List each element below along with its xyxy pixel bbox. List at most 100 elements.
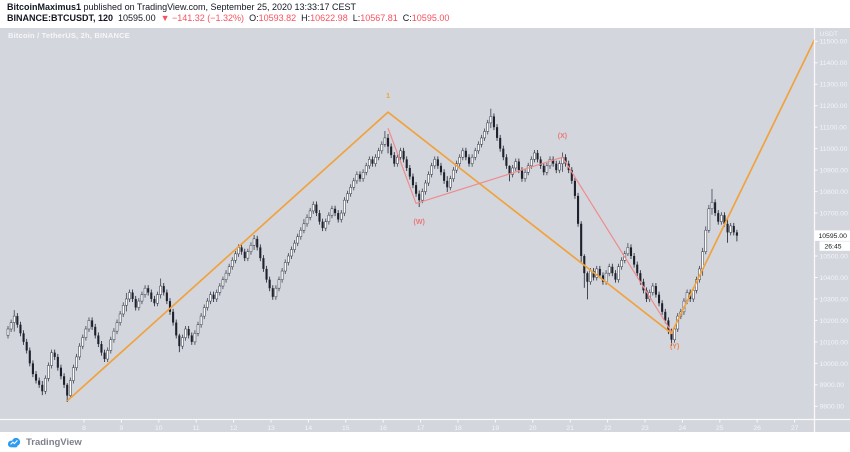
candle-body xyxy=(377,150,381,158)
candle-body xyxy=(489,116,493,124)
tradingview-logo-icon[interactable] xyxy=(7,437,22,448)
time-tick-label[interactable]: 23 xyxy=(641,425,649,432)
candle-body xyxy=(252,238,256,246)
time-tick-label[interactable]: 10 xyxy=(155,425,163,432)
candle-body xyxy=(68,380,72,396)
time-tick-label[interactable]: 22 xyxy=(604,425,612,432)
candle-body xyxy=(215,292,219,300)
candle-body xyxy=(274,287,278,298)
chart-area[interactable]: Bitcoin / TetherUS, 2h, BINANCE 1 (W) (X)(… xyxy=(0,28,850,432)
candle-body xyxy=(75,356,78,368)
price-tick-label: 11500.00 xyxy=(820,39,848,46)
candle-body xyxy=(159,285,162,295)
price-tick-label: 10300.00 xyxy=(820,296,849,303)
candle-body xyxy=(723,215,726,224)
price-tick-label: 10400.00 xyxy=(820,275,849,282)
candle-body xyxy=(707,208,711,231)
time-tick-label[interactable]: 11 xyxy=(193,425,200,432)
candle-body xyxy=(9,322,13,330)
last-price: 10595.00 xyxy=(118,13,156,23)
time-tick-label[interactable]: 14 xyxy=(305,425,313,432)
brand-name[interactable]: TradingView xyxy=(26,436,82,448)
candle-body xyxy=(330,208,334,216)
candle-body xyxy=(496,127,499,138)
candle-body xyxy=(533,152,536,160)
candle-body xyxy=(178,335,181,347)
candle-body xyxy=(473,150,477,158)
candle-body xyxy=(103,352,106,360)
candle-body xyxy=(72,367,75,381)
candle-body xyxy=(212,294,215,299)
candle-body xyxy=(262,258,265,269)
candle-body xyxy=(91,320,94,327)
high-label: H: xyxy=(301,13,311,23)
time-tick-label[interactable]: 18 xyxy=(454,425,462,432)
close-value: 10595.00 xyxy=(411,13,450,23)
time-tick-label[interactable]: 17 xyxy=(417,425,425,432)
candle-body xyxy=(172,311,175,323)
candle-body xyxy=(112,330,116,341)
low-label: L: xyxy=(352,13,361,23)
candle-body xyxy=(586,273,589,282)
candle-body xyxy=(542,165,545,173)
candle-body xyxy=(427,174,430,184)
candle-body xyxy=(143,287,147,295)
candle-body xyxy=(125,298,128,306)
last-price-tag-value: 10595.00 xyxy=(819,233,848,240)
candle-body xyxy=(343,199,346,214)
candle-body xyxy=(84,328,88,338)
candle-body xyxy=(118,313,122,323)
candle-body xyxy=(115,322,119,332)
candle-body xyxy=(63,376,66,385)
time-tick-label[interactable]: 8 xyxy=(82,425,86,432)
time-tick-label[interactable]: 24 xyxy=(679,425,687,432)
candle-body xyxy=(670,331,673,340)
candle-body xyxy=(187,328,190,336)
price-tick-label: 9800.00 xyxy=(820,404,845,411)
candle-body xyxy=(467,157,471,164)
time-tick-label[interactable]: 15 xyxy=(342,425,350,432)
candle-body xyxy=(520,170,524,179)
candle-body xyxy=(240,247,243,252)
time-tick-label[interactable]: 12 xyxy=(230,425,238,432)
time-tick-label[interactable]: 9 xyxy=(120,425,124,432)
candle-body xyxy=(128,292,131,300)
time-tick-label[interactable]: 13 xyxy=(267,425,275,432)
candle-body xyxy=(499,137,502,149)
candle-body xyxy=(477,144,480,152)
candle-body xyxy=(334,208,337,214)
candle-body xyxy=(337,213,340,220)
impulse-trendline[interactable] xyxy=(66,38,816,402)
candle-body xyxy=(717,213,720,222)
low-value: 10567.81 xyxy=(360,13,398,23)
candle-body xyxy=(545,165,549,173)
candle-body xyxy=(607,266,611,274)
candle-body xyxy=(735,232,738,236)
time-tick-label[interactable]: 27 xyxy=(791,425,799,432)
candle-body xyxy=(87,320,91,330)
time-tick-label[interactable]: 26 xyxy=(753,425,761,432)
candle-body xyxy=(94,326,97,336)
candle-body xyxy=(352,180,356,188)
last-price-tag xyxy=(814,230,850,241)
candle-body xyxy=(657,294,661,304)
time-tick-label[interactable]: 19 xyxy=(492,425,500,432)
candle-body xyxy=(249,244,253,252)
candle-body xyxy=(570,170,573,181)
candle-body xyxy=(12,315,16,323)
time-tick-label[interactable]: 20 xyxy=(529,425,537,432)
candle-body xyxy=(100,344,103,353)
candle-body xyxy=(364,165,368,173)
time-tick-label[interactable]: 16 xyxy=(379,425,387,432)
candle-body xyxy=(710,202,714,210)
time-tick-label[interactable]: 25 xyxy=(716,425,724,432)
candle-body xyxy=(56,356,59,368)
price-tick-label: 11200.00 xyxy=(820,103,848,110)
candle-body xyxy=(22,333,25,342)
wave-label: 1 xyxy=(386,93,390,100)
time-tick-label[interactable]: 21 xyxy=(566,425,574,432)
wxy-correction-line[interactable] xyxy=(387,128,673,333)
price-tick-label: 10700.00 xyxy=(820,210,849,217)
candle-body xyxy=(305,217,309,225)
